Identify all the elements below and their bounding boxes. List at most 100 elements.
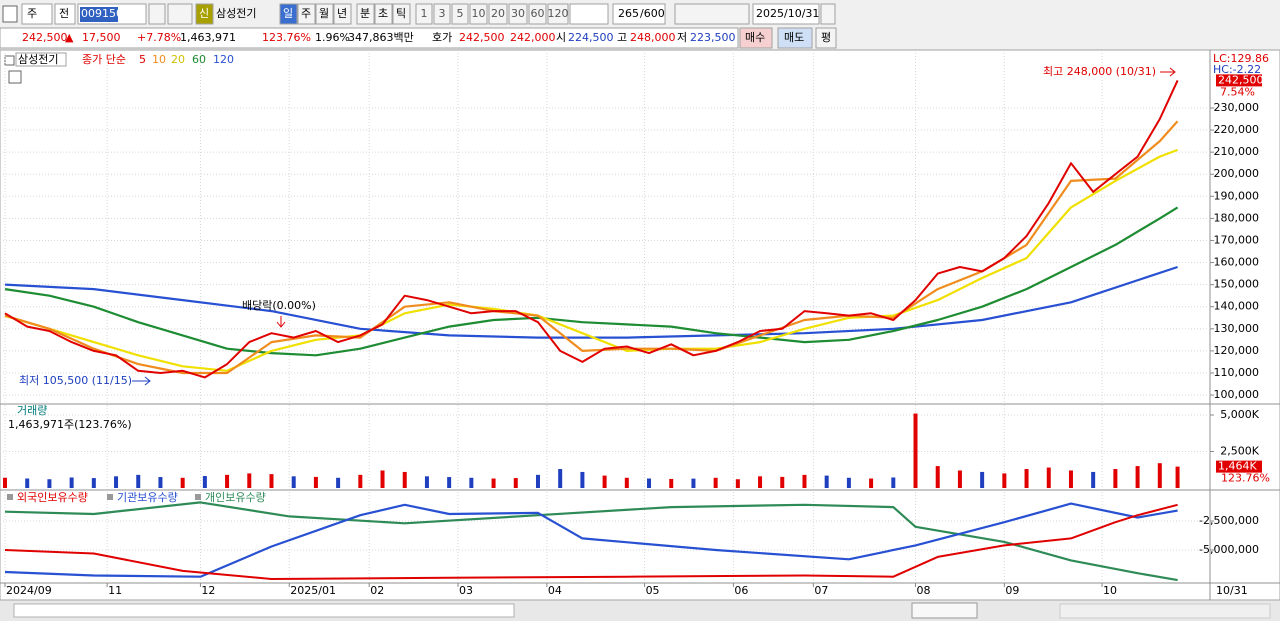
buy-button[interactable] <box>739 27 773 49</box>
volume-bar <box>336 477 341 488</box>
volume-pct: 123.76% <box>1221 472 1270 485</box>
volume-bar <box>402 471 407 488</box>
series-line <box>4 501 1178 582</box>
quote-ask: 242,500 <box>459 31 505 44</box>
label: 신 <box>199 7 209 20</box>
label: 265 <box>618 7 639 20</box>
tick-button[interactable] <box>528 3 547 25</box>
basis-select[interactable] <box>54 3 76 25</box>
quote-change: 17,500 <box>82 31 121 44</box>
period-select[interactable] <box>21 3 53 25</box>
low-note: 최저 105,500 (11/15) <box>19 374 132 387</box>
volume-label: 1,464K <box>1218 460 1257 473</box>
series-line <box>4 503 1178 580</box>
y-tick-label: 160,000 <box>1214 256 1260 269</box>
interval-button[interactable] <box>279 3 298 25</box>
quote-arrow: ▲ <box>65 31 74 44</box>
label: 년 <box>337 7 347 20</box>
calendar-button[interactable] <box>820 3 836 25</box>
lc-label: LC:129.86 <box>1213 52 1269 65</box>
volume-bar <box>158 477 163 488</box>
volume-bar <box>513 478 518 488</box>
volume-bar <box>735 479 740 488</box>
dividend-note: 배당락(0.00%) <box>242 299 316 312</box>
tick-button[interactable] <box>488 3 508 25</box>
playback-controls[interactable] <box>911 602 978 619</box>
quote-price: 242,500 <box>22 31 68 44</box>
label: 10 <box>472 7 486 20</box>
legend-entry: 60 <box>192 53 206 66</box>
volume-bar <box>380 470 385 488</box>
unit-select[interactable] <box>569 3 609 25</box>
tick-button[interactable] <box>547 3 569 25</box>
tick-button[interactable] <box>451 3 469 25</box>
y-tick-label: 210,000 <box>1214 145 1260 158</box>
sound-button[interactable] <box>167 3 193 25</box>
count-input[interactable] <box>612 3 666 25</box>
y-tick-label: 100,000 <box>1214 388 1260 401</box>
series-line <box>4 206 1179 357</box>
label: /600 <box>640 7 665 20</box>
panel-subtitle: 1,463,971주(123.76%) <box>8 418 132 431</box>
interval-button[interactable] <box>333 3 352 25</box>
y-tick-label: 230,000 <box>1214 101 1260 114</box>
volume-bar <box>780 476 785 488</box>
tool-icons[interactable] <box>1059 603 1271 619</box>
interval-button[interactable] <box>374 3 393 25</box>
volume-bar <box>802 474 807 488</box>
y-tick-label: -2,500,000 <box>1199 514 1259 527</box>
volume-bar <box>114 476 119 488</box>
x-tick-label: 07 <box>814 584 828 597</box>
y-tick-label: 190,000 <box>1214 189 1260 202</box>
badge[interactable] <box>195 3 214 25</box>
volume-bar <box>225 474 230 488</box>
price-label-box <box>1216 74 1262 87</box>
avg-button[interactable] <box>815 27 837 49</box>
interval-button[interactable] <box>392 3 411 25</box>
interval-button[interactable] <box>297 3 316 25</box>
calc-icon[interactable] <box>8 70 22 84</box>
interval-button[interactable] <box>356 3 375 25</box>
x-tick-label: 09 <box>1005 584 1019 597</box>
volume-bar <box>136 474 141 488</box>
hc-label: HC:-2.22 <box>1213 63 1261 76</box>
volume-bar <box>1002 473 1007 488</box>
chart-tools[interactable] <box>674 3 750 25</box>
x-tick-label: 06 <box>734 584 748 597</box>
x-tick-label: 10/31 <box>1216 584 1248 597</box>
y-tick-label: 2,500K <box>1220 445 1259 458</box>
tick-button[interactable] <box>433 3 451 25</box>
legend-entry: 10 <box>152 53 166 66</box>
volume-bar <box>1113 469 1118 488</box>
volume-bar <box>624 477 629 488</box>
window-icon[interactable] <box>2 5 18 23</box>
volume-bar <box>358 474 363 488</box>
tick-button[interactable] <box>508 3 528 25</box>
legend-entry: 기관보유수량 <box>117 491 178 504</box>
volume-bar <box>869 478 874 488</box>
quote-low: 223,500 <box>690 31 736 44</box>
date-input[interactable] <box>752 3 820 25</box>
interval-button[interactable] <box>315 3 334 25</box>
volume-bar <box>447 477 452 488</box>
panel-icon[interactable] <box>4 55 15 66</box>
quote-bid: 242,000 <box>510 31 556 44</box>
volume-bar <box>47 479 52 488</box>
tick-button[interactable] <box>469 3 488 25</box>
code-selection <box>80 7 118 22</box>
volume-bar <box>247 473 252 488</box>
code: 009150 <box>81 7 123 20</box>
volume-bar <box>691 478 696 488</box>
volume-bar <box>1024 469 1029 488</box>
quote-turnover-pct: 1.96% <box>315 31 350 44</box>
label: 매도 <box>784 31 804 44</box>
high-arrow <box>1160 67 1176 77</box>
x-tick-label: 2025/01 <box>290 584 336 597</box>
scroll-thumb[interactable] <box>13 603 515 618</box>
search-button[interactable] <box>148 3 166 25</box>
panel-title: 거래량 <box>17 404 47 417</box>
sell-button[interactable] <box>777 27 813 49</box>
tick-button[interactable] <box>415 3 433 25</box>
quote-bid-label: 호가 <box>432 31 452 44</box>
label: 5 <box>457 7 464 20</box>
